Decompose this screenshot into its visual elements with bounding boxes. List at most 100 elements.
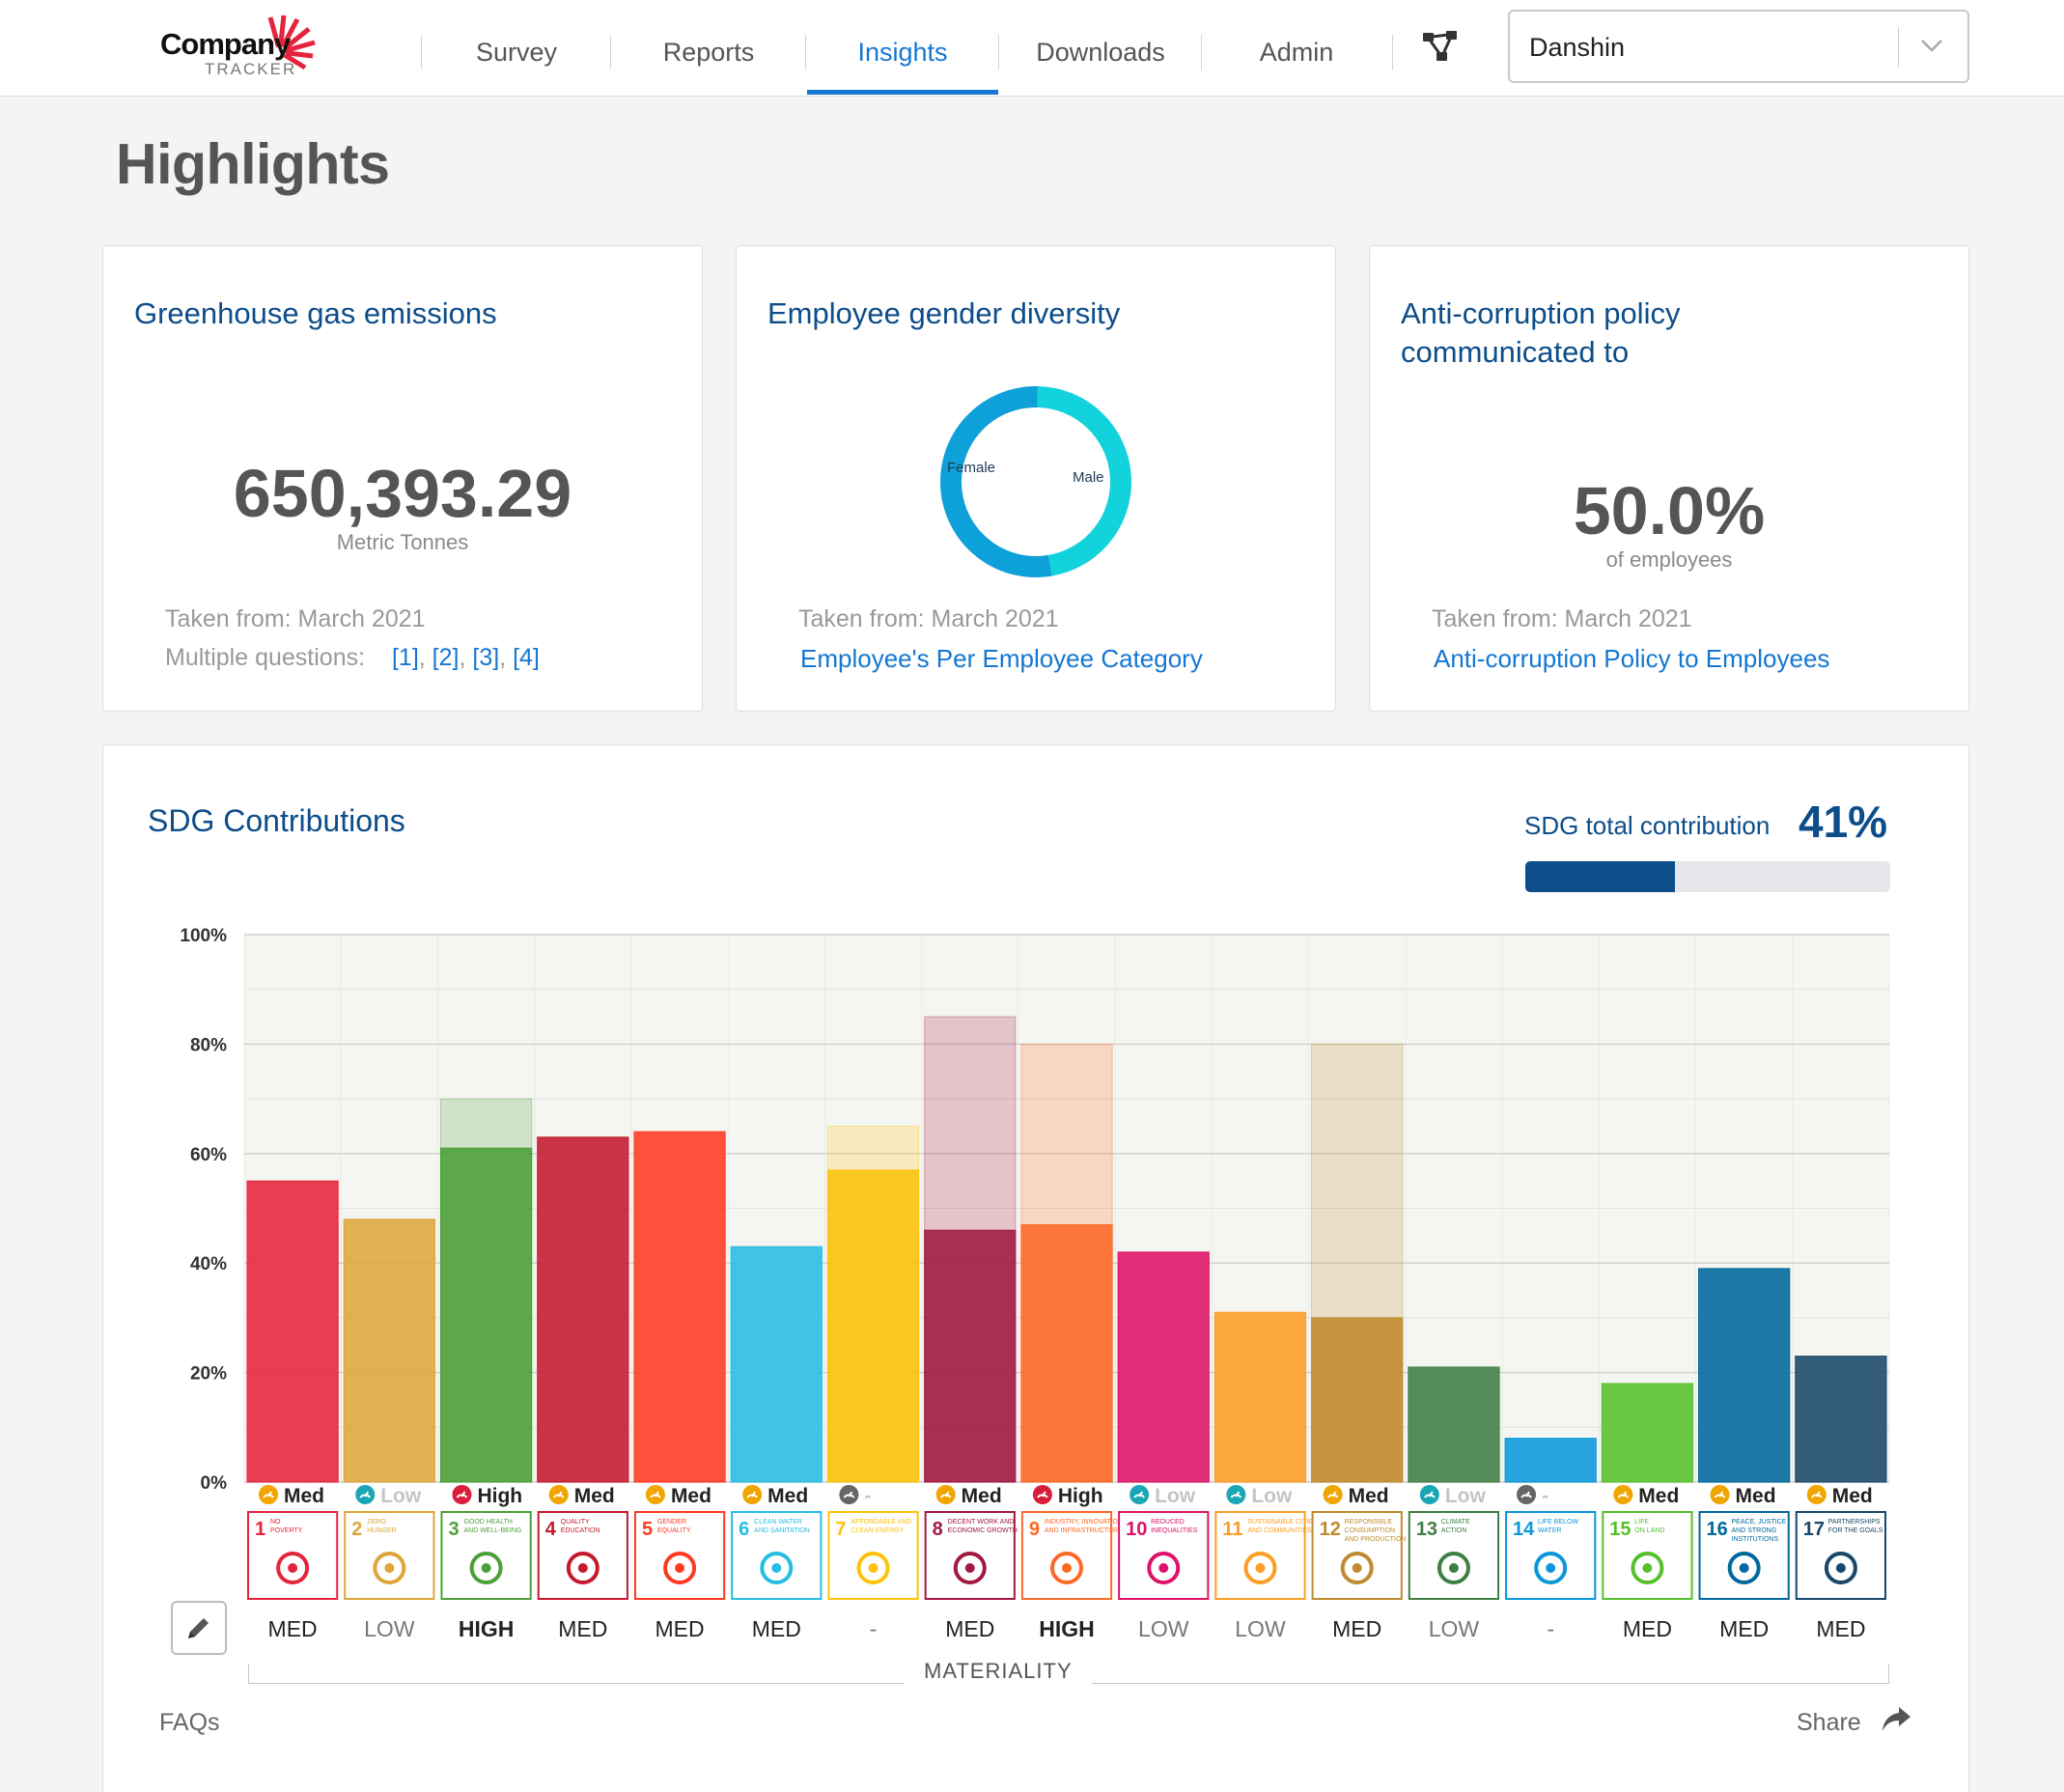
sdg-goal-icon	[1824, 1552, 1857, 1584]
sdg-goal-icon-center	[964, 1563, 975, 1573]
bar-sdg-7[interactable]	[826, 1169, 920, 1483]
nav-tab-insights[interactable]: Insights	[857, 38, 948, 67]
gauge-needle-icon	[1520, 1491, 1532, 1498]
sdg-tile-title: GOOD HEALTH	[463, 1519, 512, 1526]
faqs-link[interactable]: FAQs	[159, 1709, 220, 1736]
nav-separator	[1392, 35, 1393, 70]
bar-sdg-1[interactable]	[246, 1180, 339, 1483]
anticorruption-source-link[interactable]: Anti-corruption Policy to Employees	[1434, 644, 1830, 673]
question-link-3[interactable]: [3]	[472, 644, 500, 671]
nav-separator	[1201, 35, 1202, 70]
gender-source-link[interactable]: Employee's Per Employee Category	[800, 644, 1203, 673]
materiality-value-sdg-9: HIGH	[1039, 1616, 1095, 1641]
bar-sdg-4[interactable]	[537, 1136, 629, 1483]
gauge-needle-icon	[1230, 1491, 1242, 1498]
bar-sdg-16[interactable]	[1698, 1268, 1791, 1483]
share-icon[interactable]	[1880, 1703, 1912, 1736]
sdg-tile-title: LIFE	[1634, 1519, 1649, 1526]
sdg-tile-number: 15	[1609, 1519, 1631, 1540]
gender-card-title: Employee gender diversity	[767, 296, 1121, 330]
sdg-tile-number: 2	[351, 1519, 362, 1540]
bar-sdg-17[interactable]	[1795, 1356, 1887, 1483]
question-link-4[interactable]: [4]	[513, 644, 540, 671]
gauge-needle-icon	[1810, 1491, 1823, 1498]
sdg-tile-number: 12	[1320, 1519, 1341, 1540]
sdg-tile-number: 7	[835, 1519, 846, 1540]
logo-burst-icon	[267, 14, 316, 70]
sdg-tile-title: CLEAN WATER	[754, 1519, 802, 1526]
sdg-tile-number: 17	[1803, 1519, 1825, 1540]
y-tick-label: 0%	[201, 1473, 228, 1494]
contribution-level-label: High	[477, 1485, 522, 1507]
sdg-tile-title: AND STRONG	[1732, 1527, 1777, 1534]
sdg-goal-icon-center	[1158, 1563, 1169, 1573]
edit-materiality-button[interactable]	[171, 1601, 227, 1655]
anticorruption-card-title: Anti-corruption policy communicated to	[1401, 294, 1680, 372]
donut-slice-female[interactable]	[1037, 386, 1131, 576]
org-structure-icon[interactable]	[1421, 29, 1464, 64]
bar-sdg-3[interactable]	[439, 1147, 533, 1483]
contribution-level-label: Med	[962, 1485, 1002, 1507]
bar-sdg-2[interactable]	[343, 1218, 435, 1483]
nav-tab-admin[interactable]: Admin	[1259, 38, 1334, 67]
sdg-tile-number: 3	[448, 1519, 459, 1540]
top-navigation-bar: Company TRACKER Survey Reports Insights …	[0, 0, 2064, 97]
ghg-taken-from: Taken from: March 2021	[165, 605, 426, 632]
anticorruption-taken-from: Taken from: March 2021	[1432, 605, 1692, 632]
nav-tab-reports[interactable]: Reports	[662, 38, 755, 67]
sdg-goal-icon-center	[384, 1563, 395, 1573]
company-select[interactable]: Danshin	[1508, 10, 1969, 83]
contribution-level-label: Med	[574, 1485, 615, 1507]
bar-sdg-10[interactable]	[1117, 1251, 1210, 1483]
company-tracker-logo[interactable]: Company TRACKER	[154, 14, 348, 83]
contribution-level-label: Med	[671, 1485, 711, 1507]
materiality-caption: MATERIALITY	[905, 1659, 1092, 1684]
sdg-goal-icon-center	[675, 1563, 685, 1573]
sdg-tile-title: EDUCATION	[561, 1527, 600, 1534]
bar-sdg-13[interactable]	[1408, 1366, 1500, 1483]
bar-sdg-6[interactable]	[730, 1246, 823, 1483]
bar-sdg-8[interactable]	[924, 1229, 1017, 1483]
anticorruption-title-line2: communicated to	[1401, 335, 1630, 369]
gauge-needle-icon	[1714, 1491, 1726, 1498]
bar-sdg-15[interactable]	[1601, 1383, 1694, 1483]
gauge-needle-icon	[456, 1491, 468, 1498]
bar-sdg-14[interactable]	[1504, 1438, 1597, 1483]
logo-subtitle: TRACKER	[205, 60, 297, 78]
bar-sdg-5[interactable]	[633, 1131, 726, 1483]
contribution-level-label: -	[864, 1485, 871, 1507]
anticorruption-card: Anti-corruption policy communicated to 5…	[1369, 245, 1969, 712]
sdg-goal-icon	[469, 1552, 503, 1584]
share-link[interactable]: Share	[1797, 1709, 1861, 1736]
company-select-value: Danshin	[1529, 33, 1626, 62]
y-tick-label: 20%	[190, 1364, 227, 1385]
materiality-value-sdg-2: LOW	[364, 1616, 415, 1641]
gauge-needle-icon	[1133, 1491, 1145, 1498]
materiality-value-sdg-8: MED	[945, 1616, 995, 1641]
gauge-needle-icon	[263, 1491, 274, 1498]
bar-sdg-9[interactable]	[1020, 1224, 1113, 1483]
sdg-goal-icon	[1436, 1552, 1470, 1584]
sdg-goal-icon	[953, 1552, 987, 1584]
materiality-value-sdg-1: MED	[267, 1616, 318, 1641]
bar-sdg-11[interactable]	[1213, 1311, 1307, 1483]
nav-tab-survey[interactable]: Survey	[475, 38, 558, 67]
question-link-1[interactable]: [1]	[391, 644, 419, 671]
nav-tab-downloads[interactable]: Downloads	[1036, 38, 1165, 67]
sdg-tile-title: HUNGER	[367, 1527, 396, 1534]
sdg-goal-icon	[1727, 1552, 1761, 1584]
gauge-needle-icon	[1326, 1491, 1339, 1498]
sdg-goal-icon	[1243, 1552, 1277, 1584]
sdg-tile-6[interactable]	[731, 1511, 823, 1600]
y-tick-label: 80%	[190, 1035, 227, 1055]
sdg-tile-title: LIFE BELOW	[1538, 1519, 1578, 1526]
sdg-goal-icon-center	[1642, 1563, 1653, 1573]
sdg-tile-title: INEQUALITIES	[1151, 1527, 1198, 1534]
donut-slice-male[interactable]	[940, 386, 1052, 577]
sdg-tile-title: GENDER	[657, 1519, 686, 1526]
sdg-tile-title: AND WELL-BEING	[463, 1527, 521, 1534]
question-link-2[interactable]: [2]	[432, 644, 460, 671]
bar-sdg-12[interactable]	[1311, 1317, 1404, 1483]
donut-label-male: Male	[1073, 469, 1104, 486]
